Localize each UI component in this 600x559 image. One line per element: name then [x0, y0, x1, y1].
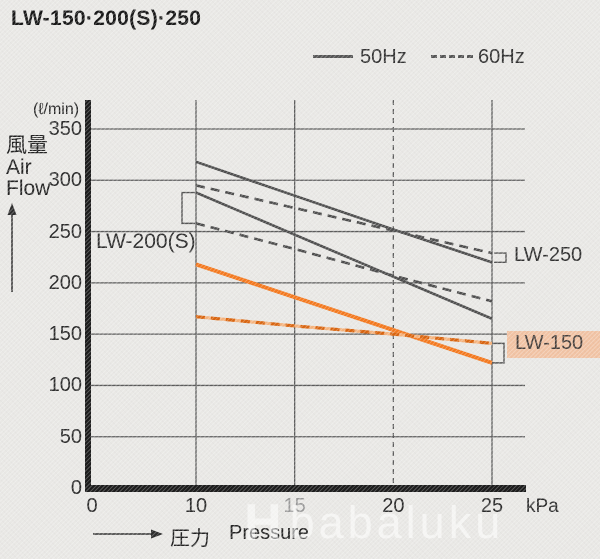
legend-50hz-label: 50Hz [360, 46, 407, 68]
x-axis-label-english: Pressure [229, 522, 310, 544]
legend-60hz-label: 60Hz [478, 46, 525, 68]
series-underlay-LW-150-60Hz [195, 315, 493, 345]
series-line-LW-250-60Hz [195, 184, 493, 255]
y-tick-label-350: 350 [48, 118, 82, 140]
y-axis-label-english-2: Flow [6, 177, 51, 200]
y-tick-label-300: 300 [48, 169, 82, 192]
y-axis-unit: (ℓ/min) [33, 101, 80, 118]
x-axis-label-japanese: 圧力 [170, 528, 210, 550]
legend-60hz-line-sample [431, 55, 473, 58]
curve-label-lw250: LW-250 [514, 244, 583, 266]
y-tick-label-100: 100 [48, 374, 82, 397]
curve-label-lw200s: LW-200(S) [96, 230, 196, 253]
page-title: LW-150·200(S)·250 [11, 7, 202, 30]
bracket-lw250 [494, 252, 507, 264]
bracket-lw150 [492, 342, 505, 364]
curve-label-lw150-highlight: LW-150 [507, 331, 600, 358]
y-tick-label-150: 150 [48, 323, 82, 346]
legend-50hz-line-sample [313, 55, 353, 58]
series-line-LW-250-50Hz [195, 160, 493, 264]
series-line-LW-200(S)-50Hz [195, 191, 493, 320]
y-axis-line [85, 100, 91, 491]
x-tick-label-15: 15 [283, 495, 306, 517]
x-tick-label-10: 10 [184, 495, 208, 517]
series-line-LW-200(S)-60Hz [195, 222, 493, 303]
x-tick-label-0: 0 [86, 495, 98, 517]
curve-label-lw150: LW-150 [515, 332, 584, 354]
y-axis-label-english-1: Air [6, 156, 32, 179]
y-tick-label-0: 0 [70, 477, 82, 499]
x-tick-label-20: 20 [382, 495, 405, 517]
pressure-right-arrowhead [151, 529, 163, 539]
x-tick-label-25: 25 [480, 495, 504, 517]
series-line-LW-150-60Hz [195, 315, 493, 345]
x-axis-unit: kPa [526, 496, 559, 517]
y-axis-label-japanese: 風量 [6, 134, 48, 157]
x-axis-line [85, 485, 526, 492]
y-tick-label-50: 50 [59, 425, 82, 448]
airflow-up-arrowhead [7, 203, 17, 215]
bracket-lw200s [181, 191, 195, 225]
series-line-LW-150-50Hz [195, 262, 493, 365]
y-tick-label-250: 250 [48, 220, 82, 243]
y-tick-label-200: 200 [48, 271, 82, 294]
